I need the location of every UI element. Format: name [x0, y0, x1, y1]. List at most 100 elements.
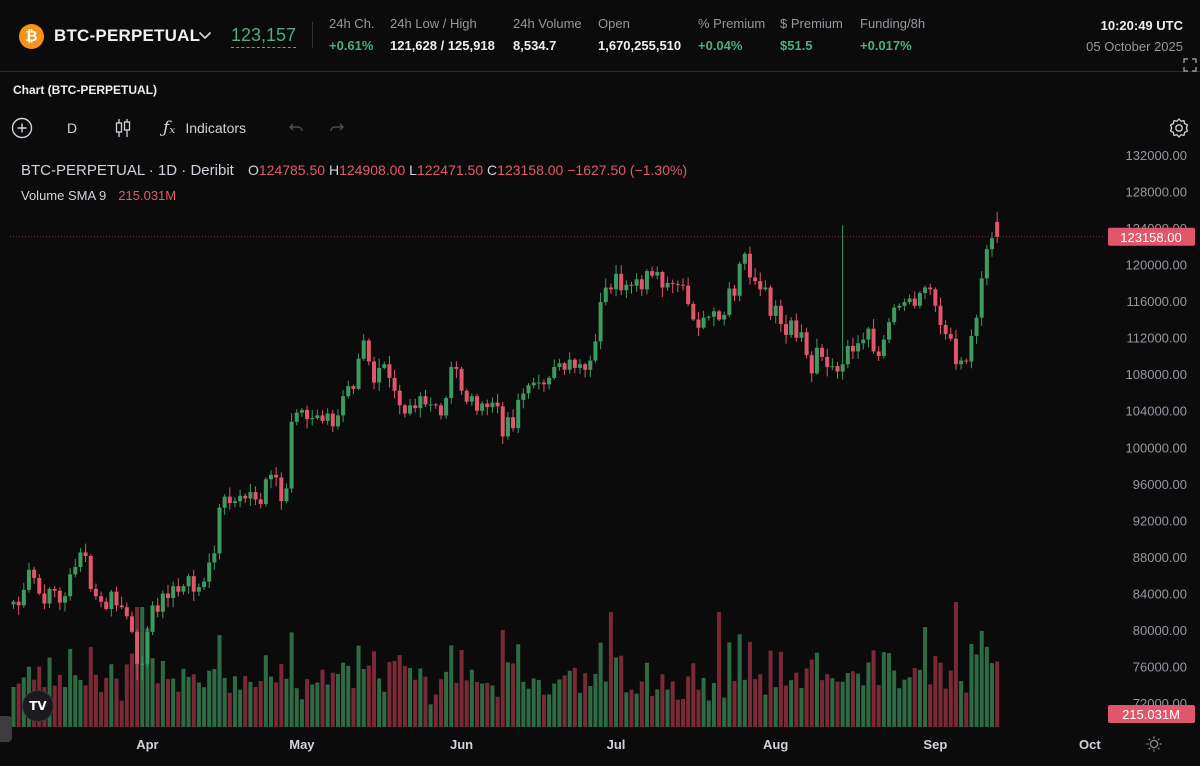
volume-bar — [202, 687, 207, 727]
instrument-selector[interactable]: BTC-PERPETUAL — [54, 26, 201, 45]
volume-bar — [830, 678, 835, 727]
candle-body — [109, 591, 114, 610]
volume-bar — [181, 668, 186, 727]
volume-bar — [243, 675, 248, 727]
candle-body — [310, 418, 315, 420]
candle-body — [469, 396, 474, 402]
volume-bar — [840, 681, 845, 727]
volume-bar — [681, 698, 685, 727]
timezone-settings-icon[interactable] — [1145, 735, 1163, 753]
volume-bar — [665, 689, 670, 727]
chart-type-button[interactable] — [112, 116, 134, 140]
candle-body — [284, 488, 289, 502]
candle-body — [392, 377, 397, 391]
candle-body — [572, 359, 577, 368]
volume-bar — [490, 685, 495, 727]
price-chart[interactable]: 132000.00128000.00124000.00120000.001160… — [0, 146, 1200, 766]
expand-icon[interactable] — [1183, 58, 1197, 72]
candle-body — [784, 324, 788, 336]
candle-body — [88, 556, 93, 589]
legend-open-key: O — [247, 162, 259, 178]
candle-body — [191, 576, 196, 592]
candle-body — [11, 601, 16, 605]
candle-body — [377, 367, 382, 383]
add-symbol-button[interactable] — [10, 116, 34, 140]
candle-body — [171, 586, 176, 599]
y-axis-tick-label: 100000.00 — [1126, 440, 1187, 455]
candle-body — [382, 364, 387, 368]
candle-body — [52, 588, 57, 591]
candle-body — [928, 287, 933, 290]
volume-bar — [737, 634, 742, 727]
candle-body — [866, 328, 871, 340]
volume-bar — [346, 665, 351, 727]
volume-bar — [176, 691, 181, 727]
volume-bar — [861, 685, 866, 727]
candle-body — [706, 316, 711, 318]
candle-body — [335, 415, 340, 427]
indicators-button[interactable]: ƒₓ Indicators — [163, 116, 263, 140]
stat-value: 121,628 / 125,918 — [390, 38, 495, 53]
panel-title: Chart (BTC-PERPETUAL) — [13, 83, 157, 97]
candle-body — [222, 496, 227, 508]
candle-body — [330, 413, 335, 427]
x-axis-tick-label: Sep — [923, 737, 947, 752]
candle-body — [696, 319, 701, 328]
volume-bar — [284, 678, 289, 727]
candle-body — [444, 398, 449, 416]
volume-bar — [614, 657, 619, 727]
volume-bar — [428, 704, 433, 727]
volume-bar — [222, 678, 227, 727]
candle-body — [995, 221, 1000, 237]
candle-body — [490, 402, 495, 408]
volume-bar — [47, 657, 52, 727]
chart-toolbar: D ƒₓ Indicators — [0, 110, 1200, 146]
candle-body — [536, 382, 541, 384]
candle-body — [845, 345, 850, 365]
candle-body — [614, 273, 619, 290]
volume-bar — [217, 635, 222, 727]
y-axis-tick-label: 116000.00 — [1127, 294, 1188, 309]
legend-high: 124908.00 — [339, 162, 406, 178]
scroll-handle[interactable] — [0, 716, 12, 742]
undo-button[interactable] — [286, 116, 306, 140]
volume-bar — [11, 686, 16, 727]
candle-body — [423, 396, 428, 405]
volume-bar — [402, 666, 407, 727]
stat-label: 24h Ch. — [329, 16, 375, 31]
tradingview-logo[interactable]: TV — [22, 690, 54, 722]
chart-settings-button[interactable] — [1167, 116, 1191, 140]
volume-bar — [959, 681, 964, 727]
candle-body — [990, 238, 994, 250]
candle-body — [516, 399, 521, 429]
interval-button[interactable]: D — [66, 120, 78, 136]
y-axis-tick-label: 92000.00 — [1133, 513, 1187, 528]
legend-high-key: H — [328, 162, 340, 178]
legend-low: 122471.50 — [416, 162, 484, 178]
volume-bar — [104, 677, 109, 727]
candle-body — [397, 390, 402, 406]
volume-bar — [299, 699, 304, 727]
volume-bar — [897, 688, 902, 727]
volume-bar — [655, 689, 660, 727]
volume-bar — [850, 671, 855, 727]
redo-button[interactable] — [327, 116, 347, 140]
candle-body — [274, 474, 279, 478]
volume-bar — [212, 669, 217, 727]
candle-body — [670, 282, 675, 284]
volume-bar — [814, 652, 819, 727]
stat-label: 24h Volume — [513, 16, 582, 31]
candle-body — [341, 396, 346, 416]
last-price-tag-label: 123158.00 — [1120, 230, 1181, 245]
candle-body — [21, 589, 26, 606]
volume-bar — [717, 612, 722, 727]
volume-bar — [856, 673, 861, 727]
legend-close-key: C — [487, 162, 498, 178]
candle-body — [691, 303, 696, 320]
volume-bar — [186, 676, 191, 727]
volume-bar — [372, 651, 376, 727]
candle-body — [160, 593, 165, 612]
volume-bar — [526, 688, 531, 727]
chevron-down-icon[interactable] — [196, 26, 214, 44]
volume-bar — [768, 650, 773, 727]
